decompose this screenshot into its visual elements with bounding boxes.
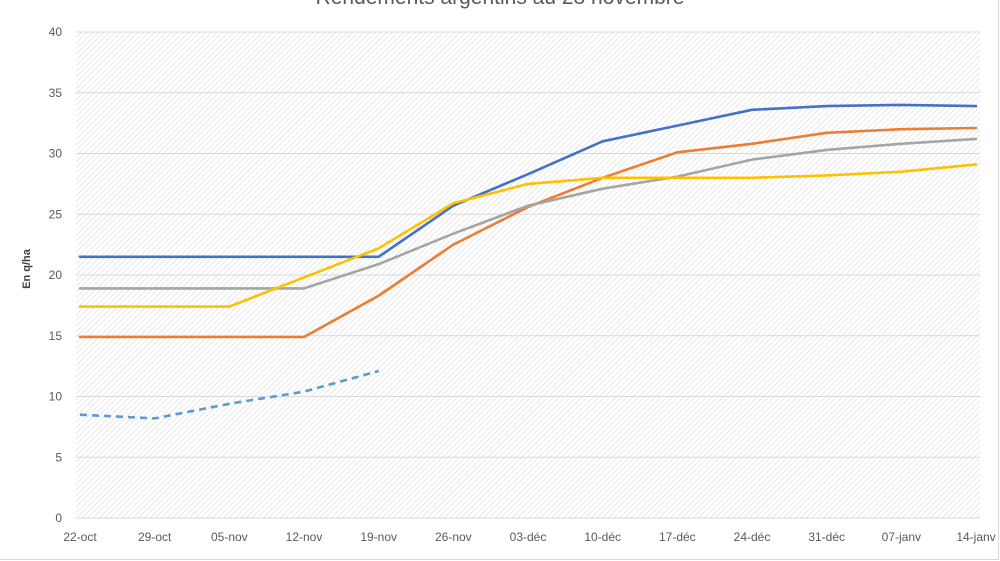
series-line-3 <box>78 137 978 290</box>
series-line-5 <box>79 369 380 420</box>
y-axis-tick-labels: 0 5 10 15 20 25 30 35 40 <box>49 25 63 525</box>
x-tick-label: 10-déc <box>584 530 621 544</box>
x-tick-label: 29-oct <box>138 530 172 544</box>
y-tick-label: 25 <box>49 207 63 221</box>
series-line-4 <box>78 163 978 308</box>
series-lines <box>78 103 978 420</box>
x-tick-label: 14-janv <box>956 530 995 544</box>
series-line-1 <box>78 103 978 259</box>
chart-title: Rendements argentins au 28 novembre <box>0 0 1000 10</box>
x-tick-label: 24-déc <box>734 530 771 544</box>
x-axis-tick-labels: 22-oct 29-oct 05-nov 12-nov 19-nov 26-nov 03-d… <box>63 530 995 544</box>
y-tick-label: 5 <box>55 450 62 464</box>
x-tick-label: 26-nov <box>435 530 472 544</box>
x-tick-label: 17-déc <box>659 530 696 544</box>
y-tick-label: 0 <box>55 511 62 525</box>
x-tick-label: 07-janv <box>882 530 921 544</box>
x-tick-label: 05-nov <box>211 530 248 544</box>
x-tick-label: 19-nov <box>360 530 397 544</box>
gridlines <box>76 31 980 519</box>
x-tick-label: 12-nov <box>286 530 323 544</box>
y-tick-label: 40 <box>49 25 63 39</box>
x-tick-label: 22-oct <box>63 530 97 544</box>
y-tick-label: 35 <box>49 86 63 100</box>
x-tick-label: 03-déc <box>510 530 547 544</box>
x-tick-label: 31-déc <box>808 530 845 544</box>
y-tick-label: 10 <box>49 390 63 404</box>
y-tick-label: 15 <box>49 329 63 343</box>
y-tick-label: 20 <box>49 268 63 282</box>
y-tick-label: 30 <box>49 147 63 161</box>
